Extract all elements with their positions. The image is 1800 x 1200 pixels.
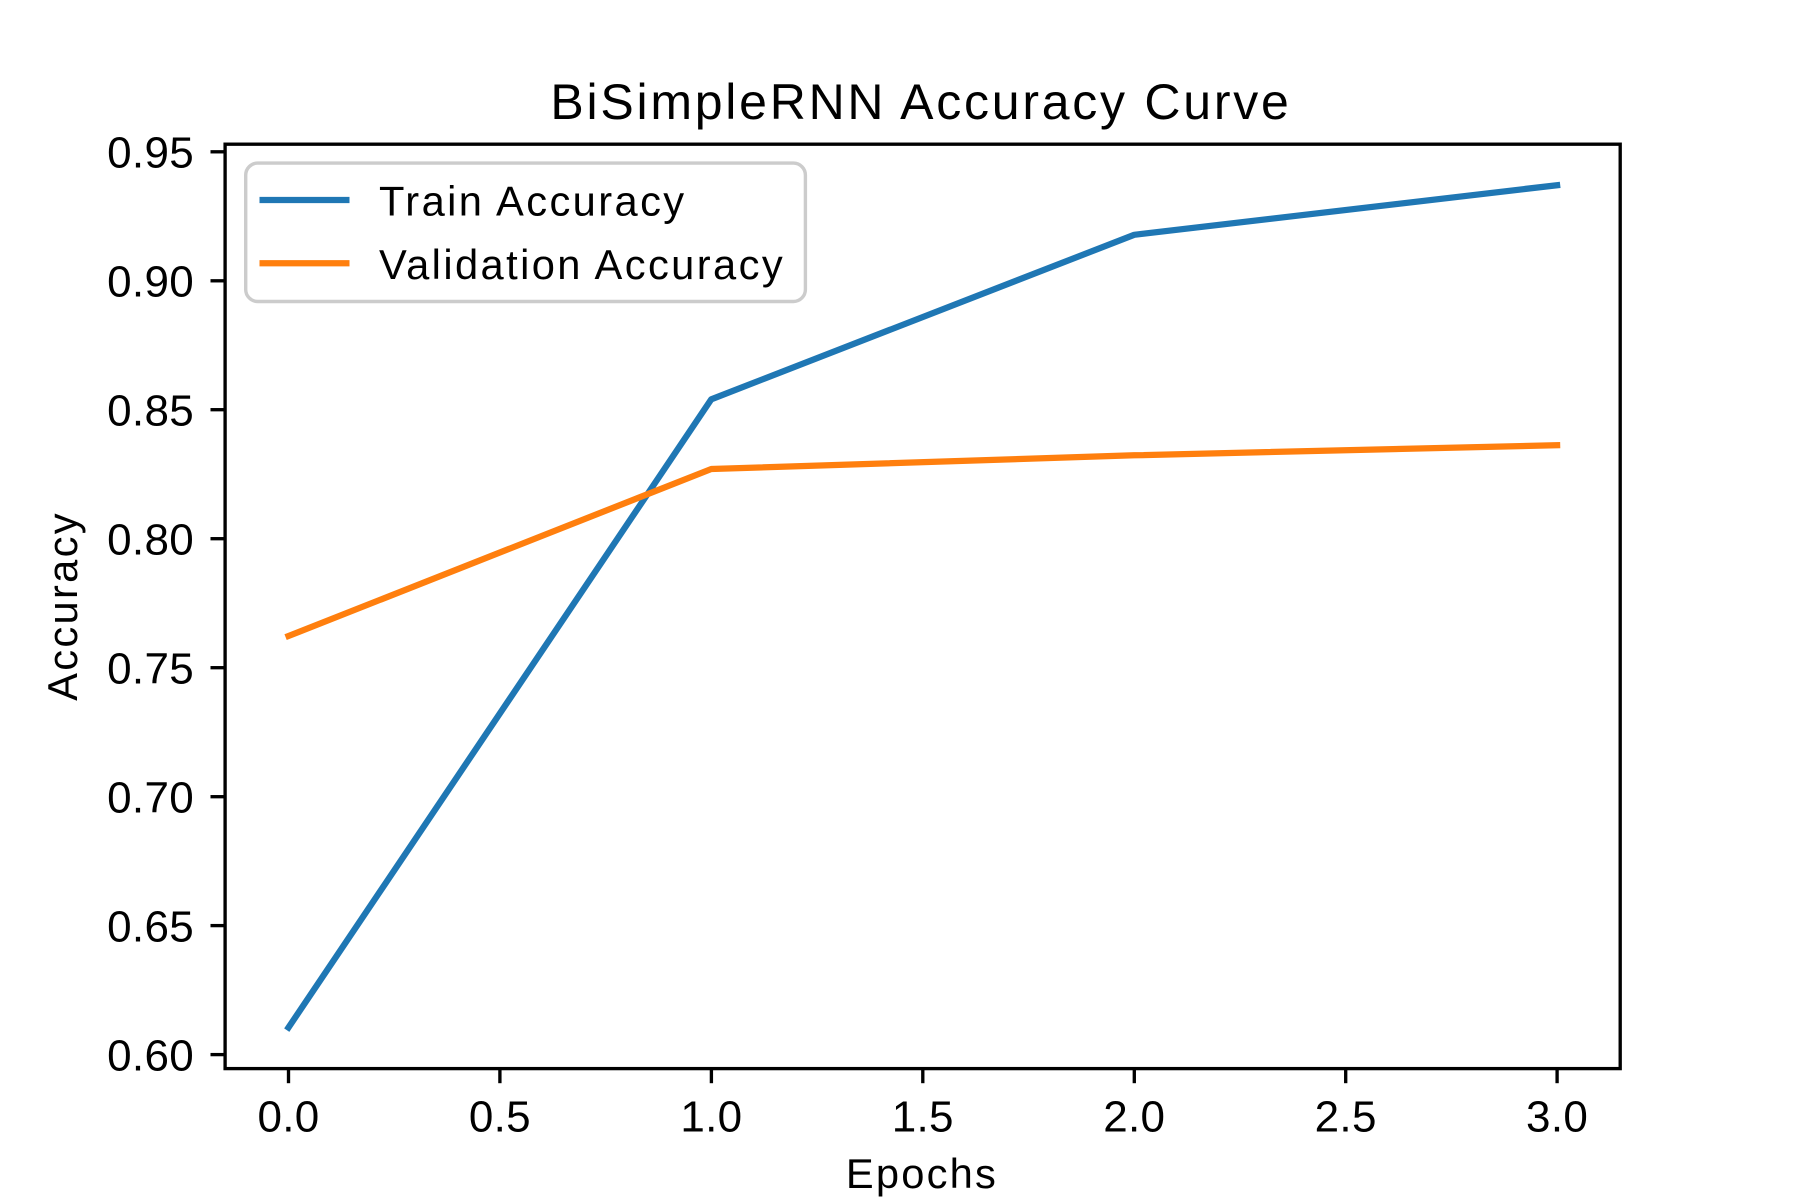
svg-text:0.60: 0.60 [107,1031,194,1080]
svg-text:0.0: 0.0 [257,1093,319,1142]
svg-text:0.70: 0.70 [107,774,194,823]
svg-text:2.5: 2.5 [1315,1093,1377,1142]
svg-text:0.5: 0.5 [469,1093,531,1142]
svg-text:BiSimpleRNN Accuracy Curve: BiSimpleRNN Accuracy Curve [550,74,1291,130]
svg-text:0.95: 0.95 [107,129,194,178]
svg-text:0.85: 0.85 [107,387,194,436]
svg-text:0.80: 0.80 [107,516,194,565]
svg-text:0.75: 0.75 [107,645,194,694]
svg-text:Epochs: Epochs [846,1150,998,1197]
svg-text:0.90: 0.90 [107,258,194,307]
svg-text:Accuracy: Accuracy [39,511,86,701]
svg-text:1.0: 1.0 [680,1093,742,1142]
svg-text:3.0: 3.0 [1526,1093,1588,1142]
svg-text:0.65: 0.65 [107,902,194,951]
svg-text:1.5: 1.5 [892,1093,954,1142]
svg-text:Validation Accuracy: Validation Accuracy [379,241,785,288]
svg-text:2.0: 2.0 [1103,1093,1165,1142]
svg-text:Train Accuracy: Train Accuracy [379,178,687,225]
